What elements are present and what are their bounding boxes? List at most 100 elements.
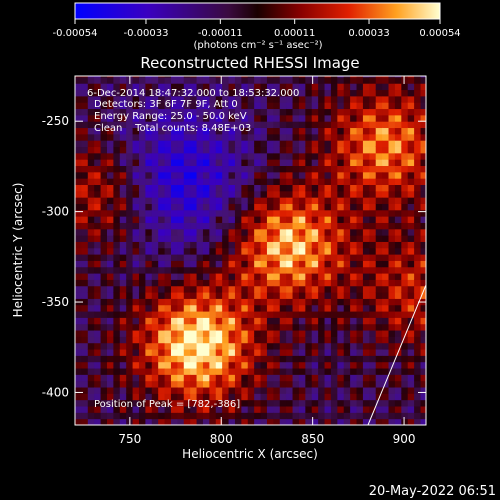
heatmap-cell — [350, 76, 358, 84]
heatmap-cell — [407, 133, 415, 141]
heatmap-cell — [151, 254, 159, 261]
heatmap-cell — [209, 418, 217, 425]
heatmap-cell — [273, 361, 281, 369]
heatmap-cell — [215, 304, 223, 312]
heatmap-cell — [273, 146, 281, 154]
heatmap-cell — [356, 311, 364, 318]
heatmap-cell — [215, 216, 223, 223]
heatmap-cell — [190, 235, 198, 242]
heatmap-cell — [138, 317, 146, 325]
heatmap-cell — [228, 203, 236, 211]
heatmap-cell — [388, 127, 396, 135]
heatmap-cell — [145, 140, 153, 148]
heatmap-cell — [375, 412, 383, 420]
heatmap-cell — [273, 355, 281, 363]
heatmap-cell — [343, 273, 351, 280]
heatmap-cell — [190, 330, 198, 337]
heatmap-cell — [311, 311, 319, 318]
heatmap-cell — [414, 342, 422, 350]
heatmap-cell — [420, 152, 426, 160]
heatmap-cell — [343, 140, 351, 148]
heatmap-cell — [382, 102, 390, 110]
heatmap-cell — [196, 165, 204, 173]
heatmap-cell — [247, 368, 255, 375]
heatmap-cell — [94, 304, 102, 312]
heatmap-cell — [330, 228, 338, 236]
heatmap-cell — [234, 83, 242, 91]
heatmap-cell — [407, 380, 415, 388]
heatmap-cell — [388, 190, 396, 198]
heatmap-cell — [292, 121, 300, 129]
heatmap-cell — [311, 412, 319, 420]
heatmap-cell — [273, 216, 281, 223]
heatmap-cell — [215, 171, 223, 179]
heatmap-cell — [279, 336, 287, 344]
heatmap-cell — [164, 266, 172, 274]
heatmap-cell — [241, 95, 249, 103]
heatmap-cell — [279, 273, 287, 280]
heatmap-cell — [81, 76, 89, 84]
heatmap-cell — [356, 406, 364, 413]
heatmap-cell — [177, 241, 185, 249]
heatmap-cell — [254, 418, 262, 425]
heatmap-cell — [279, 171, 287, 179]
heatmap-cell — [75, 323, 82, 331]
heatmap-cell — [151, 235, 159, 242]
heatmap-cell — [279, 399, 287, 407]
heatmap-cell — [311, 184, 319, 192]
heatmap-cell — [324, 260, 332, 268]
heatmap-cell — [190, 292, 198, 299]
heatmap-cell — [190, 380, 198, 388]
heatmap-cell — [394, 266, 402, 274]
heatmap-cell — [350, 273, 358, 280]
heatmap-cell — [414, 298, 422, 306]
heatmap-cell — [222, 95, 230, 103]
heatmap-cell — [87, 406, 95, 413]
heatmap-cell — [119, 165, 127, 173]
heatmap-cell — [311, 266, 319, 274]
heatmap-cell — [75, 399, 82, 407]
heatmap-cell — [106, 178, 114, 185]
heatmap-cell — [170, 412, 178, 420]
heatmap-cell — [305, 387, 313, 394]
heatmap-cell — [305, 266, 313, 274]
heatmap-cell — [119, 216, 127, 223]
heatmap-cell — [286, 235, 294, 242]
heatmap-cell — [362, 254, 370, 261]
heatmap-cell — [420, 140, 426, 148]
heatmap-cell — [369, 349, 377, 356]
heatmap-cell — [209, 311, 217, 318]
heatmap-cell — [241, 361, 249, 369]
heatmap-cell — [362, 235, 370, 242]
heatmap-cell — [292, 304, 300, 312]
heatmap-cell — [279, 146, 287, 154]
heatmap-cell — [215, 406, 223, 413]
heatmap-cell — [196, 133, 204, 141]
heatmap-cell — [75, 152, 82, 160]
heatmap-cell — [158, 171, 166, 179]
heatmap-cell — [311, 222, 319, 230]
heatmap-cell — [177, 209, 185, 217]
heatmap-cell — [356, 121, 364, 129]
colorbar-tick-label: -0.00011 — [198, 28, 243, 39]
heatmap-cell — [343, 323, 351, 331]
heatmap-cell — [298, 260, 306, 268]
heatmap-cell — [337, 152, 345, 160]
heatmap-cell — [343, 368, 351, 375]
heatmap-cell — [170, 83, 178, 91]
heatmap-cell — [113, 304, 121, 312]
heatmap-cell — [234, 361, 242, 369]
heatmap-cell — [311, 76, 319, 84]
heatmap-cell — [337, 89, 345, 97]
heatmap-cell — [241, 393, 249, 401]
heatmap-cell — [375, 349, 383, 356]
heatmap-cell — [228, 171, 236, 179]
heatmap-cell — [170, 279, 178, 287]
heatmap-cell — [311, 197, 319, 204]
heatmap-cell — [362, 121, 370, 129]
heatmap-cell — [407, 190, 415, 198]
heatmap-cell — [119, 102, 127, 110]
heatmap-cell — [369, 323, 377, 331]
heatmap-cell — [350, 349, 358, 356]
heatmap-cell — [151, 260, 159, 268]
